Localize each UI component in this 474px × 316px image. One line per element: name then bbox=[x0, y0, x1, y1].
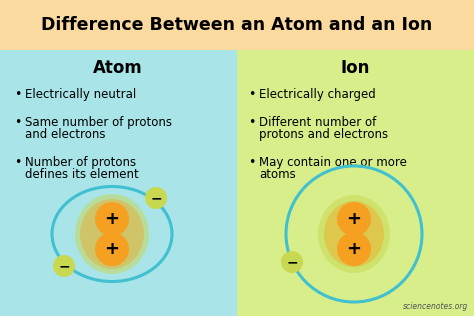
Text: +: + bbox=[346, 240, 362, 258]
Text: protons and electrons: protons and electrons bbox=[259, 128, 388, 141]
Text: −: − bbox=[150, 191, 162, 205]
Circle shape bbox=[95, 232, 129, 266]
Circle shape bbox=[337, 202, 371, 236]
Circle shape bbox=[281, 251, 303, 273]
Text: atoms: atoms bbox=[259, 168, 296, 181]
Text: •: • bbox=[248, 116, 255, 129]
Text: •: • bbox=[14, 156, 21, 169]
Text: Ion: Ion bbox=[340, 59, 370, 77]
Ellipse shape bbox=[318, 195, 390, 273]
Text: Electrically charged: Electrically charged bbox=[259, 88, 376, 101]
Text: defines its element: defines its element bbox=[25, 168, 139, 181]
Text: Electrically neutral: Electrically neutral bbox=[25, 88, 136, 101]
Circle shape bbox=[337, 232, 371, 266]
Text: •: • bbox=[248, 88, 255, 101]
Text: +: + bbox=[104, 240, 119, 258]
FancyBboxPatch shape bbox=[0, 0, 474, 50]
Text: +: + bbox=[346, 210, 362, 228]
Text: Difference Between an Atom and an Ion: Difference Between an Atom and an Ion bbox=[41, 16, 433, 34]
Circle shape bbox=[95, 202, 129, 236]
Ellipse shape bbox=[80, 199, 144, 269]
Text: Same number of protons: Same number of protons bbox=[25, 116, 172, 129]
Text: •: • bbox=[248, 156, 255, 169]
Text: •: • bbox=[14, 88, 21, 101]
FancyBboxPatch shape bbox=[237, 50, 474, 316]
FancyBboxPatch shape bbox=[0, 50, 237, 316]
Text: Different number of: Different number of bbox=[259, 116, 376, 129]
Text: •: • bbox=[14, 116, 21, 129]
Text: +: + bbox=[104, 210, 119, 228]
Text: and electrons: and electrons bbox=[25, 128, 106, 141]
Ellipse shape bbox=[75, 194, 149, 274]
Text: −: − bbox=[58, 259, 70, 273]
Text: Number of protons: Number of protons bbox=[25, 156, 136, 169]
Circle shape bbox=[53, 255, 75, 277]
Ellipse shape bbox=[324, 201, 384, 267]
Text: −: − bbox=[286, 255, 298, 269]
Text: Atom: Atom bbox=[93, 59, 143, 77]
Text: sciencenotes.org: sciencenotes.org bbox=[403, 302, 468, 311]
Circle shape bbox=[145, 187, 167, 209]
Text: May contain one or more: May contain one or more bbox=[259, 156, 407, 169]
